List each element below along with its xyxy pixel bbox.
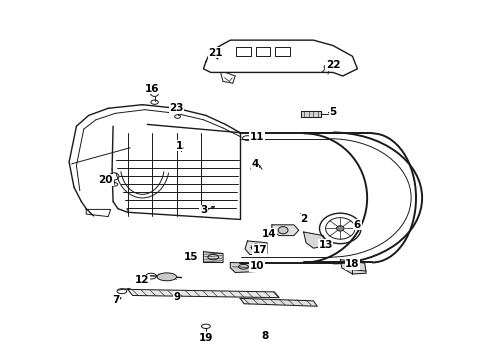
Polygon shape (230, 262, 257, 273)
Bar (236, 47, 251, 56)
Text: 18: 18 (345, 259, 360, 269)
Text: 1: 1 (175, 141, 183, 151)
Text: 13: 13 (318, 239, 333, 249)
Text: 17: 17 (252, 245, 267, 255)
Bar (275, 47, 290, 56)
Text: 15: 15 (184, 252, 198, 262)
Text: 5: 5 (329, 107, 337, 117)
Ellipse shape (157, 273, 176, 281)
Text: 21: 21 (208, 48, 223, 58)
Text: 11: 11 (250, 132, 265, 142)
Text: 19: 19 (199, 333, 213, 343)
Text: 22: 22 (326, 60, 340, 70)
Text: 20: 20 (98, 175, 113, 185)
Polygon shape (301, 111, 321, 117)
Bar (256, 47, 270, 56)
Text: 7: 7 (112, 295, 119, 305)
Ellipse shape (337, 226, 344, 231)
Text: 2: 2 (300, 215, 307, 224)
Polygon shape (240, 298, 318, 306)
Polygon shape (304, 232, 326, 248)
Text: 8: 8 (261, 331, 268, 341)
Text: 6: 6 (354, 220, 361, 230)
Polygon shape (272, 225, 299, 235)
Text: 23: 23 (170, 103, 184, 113)
Text: 4: 4 (251, 159, 258, 169)
Text: 14: 14 (262, 229, 277, 239)
Text: 16: 16 (145, 84, 159, 94)
Text: 10: 10 (250, 261, 265, 271)
Ellipse shape (278, 226, 288, 234)
Polygon shape (245, 241, 267, 255)
Text: 3: 3 (200, 206, 207, 216)
Text: 9: 9 (173, 292, 180, 302)
Polygon shape (203, 252, 223, 262)
Polygon shape (128, 289, 279, 298)
Text: 12: 12 (135, 275, 149, 285)
Polygon shape (340, 260, 366, 274)
